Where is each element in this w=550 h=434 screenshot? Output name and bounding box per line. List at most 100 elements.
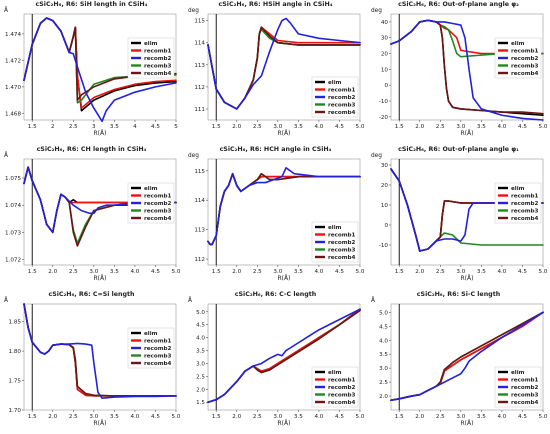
legend-label: recomb4	[328, 110, 356, 116]
x-tick-label: 3.5	[110, 414, 119, 420]
x-tick-label: 4.0	[497, 124, 506, 130]
chart-svg: 1.5 2.0 2.5 3.0 3.5 4.0 4.5 5.0 1.70 1.75 1.80 1.85…	[4, 297, 181, 427]
x-tick-label: 4.0	[314, 124, 323, 130]
y-tick-label: 30	[381, 36, 389, 42]
y-tick-label: 2.0	[196, 387, 205, 393]
y-tick-label: 1.072	[5, 258, 21, 264]
x-tick-label: 3	[92, 124, 96, 130]
chart-panel: cSiC₂H₆, R6: SiH length in CSiH₄ 1.5 2 2.5 3…	[0, 0, 183, 144]
series-line-recomb2	[23, 166, 177, 234]
x-tick-label: 4.5	[518, 269, 527, 275]
legend-label: recomb1	[328, 88, 356, 94]
x-tick-label: 3.5	[294, 124, 303, 130]
series-line-recomb2	[23, 17, 177, 123]
legend-label: elim	[144, 331, 158, 337]
legend-label: recomb3	[328, 103, 356, 109]
legend-label: recomb4	[511, 71, 539, 77]
x-tick-label: 4.5	[335, 269, 344, 275]
chart-panel: cSiC₂H₆, R6: CH length in CSiH₄ 1.5 2.0 2.5…	[0, 145, 183, 289]
plot-frame	[207, 13, 361, 121]
legend-label: recomb2	[328, 240, 356, 246]
plot-frame	[23, 303, 177, 411]
chart-title: cSiC₂H₆, R6: CH length in CSiH₄	[36, 146, 147, 153]
x-tick-label: 3.5	[294, 269, 303, 275]
y-tick-label: 2.5	[379, 380, 388, 386]
legend-label: recomb3	[144, 209, 172, 215]
x-tick-label: 4.5	[518, 124, 527, 130]
series-line-recomb2	[207, 17, 361, 110]
chart-panel: cSiC₂H₆, R6: HSiH angle in CSiH₄ 1.5 2.0 2.…	[184, 0, 367, 144]
x-axis-label: R(Å)	[278, 420, 291, 427]
chart-svg: 1.5 2.0 2.5 3.0 3.5 4.0 4.5 5.0 -10 0 10 20 30 deg R(Å…	[371, 153, 548, 282]
legend-label: recomb4	[511, 400, 539, 406]
legend-label: recomb3	[328, 393, 356, 399]
y-axis-label: Å	[188, 297, 192, 304]
legend-label: elim	[328, 225, 342, 231]
x-tick-label: 1.5	[212, 269, 221, 275]
legend-label: recomb4	[328, 400, 356, 406]
x-tick-label: 2.0	[232, 124, 241, 130]
x-axis-label: R(Å)	[94, 420, 107, 427]
x-tick-label: 3.0	[89, 269, 98, 275]
plot-frame	[23, 158, 177, 266]
x-tick-label: 5.0	[172, 269, 181, 275]
chart-panel: cSiC₂H₆, R6: Si-C length 1.5 2.0 2.5 3.0 3.5 4…	[367, 290, 550, 434]
plot-frame	[23, 13, 177, 121]
x-tick-label: 4.0	[314, 414, 323, 420]
chart-panel: cSiC₂H₆, R6: HCH angle in CSiH₄ 1.5 2.0 2.5…	[184, 145, 367, 289]
chart-title: cSiC₂H₆, R6: SiH length in CSiH₄	[35, 1, 148, 8]
x-tick-label: 5.0	[356, 414, 365, 420]
y-tick-label: 3.5	[196, 349, 205, 355]
chart-svg: 1.5 2.0 2.5 3.0 3.5 4.0 4.5 5.0 111 112 113 114 115 d…	[188, 8, 365, 137]
x-tick-label: 3.0	[273, 124, 282, 130]
x-tick-label: 2.0	[415, 269, 424, 275]
legend-label: recomb3	[328, 248, 356, 254]
chart-title: cSiC₂H₆, R6: Out-of-plane angle φ₂	[398, 1, 519, 8]
legend-label: elim	[144, 41, 158, 47]
chart-svg: 1.5 2.0 2.5 3.0 3.5 4.0 4.5 5.0 1.072 1.073 1.074 1…	[4, 152, 181, 282]
legend-label: elim	[328, 80, 342, 86]
x-tick-label: 4.5	[151, 414, 160, 420]
x-tick-label: 4.5	[335, 414, 344, 420]
x-tick-label: 3.5	[477, 269, 486, 275]
x-tick-label: 5.0	[356, 124, 365, 130]
y-tick-label: 1.75	[9, 379, 22, 385]
x-tick-label: 5.0	[356, 269, 365, 275]
y-tick-label: 4.5	[379, 324, 388, 330]
x-tick-label: 3.5	[110, 269, 119, 275]
y-tick-label: 1.85	[9, 320, 22, 326]
legend-label: recomb2	[511, 201, 539, 207]
y-tick-label: 111	[194, 107, 205, 113]
x-tick-label: 3.5	[110, 124, 119, 130]
x-tick-label: 5	[174, 124, 178, 130]
y-tick-label: 1.074	[5, 203, 21, 209]
x-tick-label: 3.0	[273, 414, 282, 420]
series-line-recomb2	[207, 308, 361, 404]
y-tick-label: 4.5	[196, 323, 205, 329]
plot-frame	[390, 303, 544, 411]
x-axis-label: R(Å)	[94, 130, 107, 137]
y-tick-label: 113	[194, 63, 205, 69]
series-line-recomb2	[23, 303, 177, 400]
y-tick-label: 1.80	[9, 349, 22, 355]
legend-label: elim	[511, 370, 525, 376]
y-tick-label: 3.5	[379, 352, 388, 358]
x-axis-label: R(Å)	[278, 275, 291, 282]
y-tick-label: 40	[381, 20, 389, 26]
plot-frame	[390, 158, 544, 266]
y-tick-label: 2.5	[196, 374, 205, 380]
legend-label: recomb3	[511, 209, 539, 215]
x-tick-label: 5.0	[172, 414, 181, 420]
y-tick-label: 1.5	[196, 400, 205, 406]
y-tick-label: 2.0	[379, 394, 388, 400]
legend-label: recomb1	[511, 378, 539, 384]
x-tick-label: 3.0	[89, 414, 98, 420]
chart-svg: 1.5 2.0 2.5 3.0 3.5 4.0 4.5 5.0 2.0 2.5 3.0 3.5 4.0 4…	[371, 297, 548, 427]
series-line-recomb2	[390, 168, 544, 252]
x-tick-label: 4.0	[130, 414, 139, 420]
legend-label: recomb3	[144, 354, 172, 360]
